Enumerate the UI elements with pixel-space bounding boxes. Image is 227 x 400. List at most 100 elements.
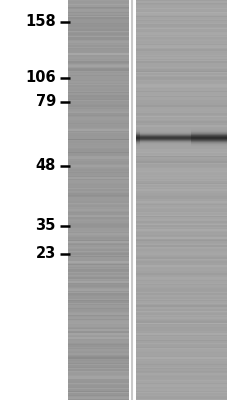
Bar (135, 249, 227, 251)
Bar (135, 287, 227, 288)
Bar (68, 144, 128, 145)
Bar (135, 271, 227, 272)
Bar (135, 325, 227, 327)
Bar (68, 200, 128, 201)
Bar (68, 355, 128, 356)
Bar (135, 177, 227, 179)
Bar (68, 120, 128, 121)
Bar (68, 12, 128, 13)
Bar (68, 49, 128, 51)
Bar (135, 283, 227, 284)
Bar (68, 284, 128, 285)
Bar (135, 352, 227, 353)
Bar (135, 229, 227, 231)
Bar (68, 184, 128, 185)
Bar (135, 204, 227, 205)
Bar (135, 164, 227, 165)
Bar (68, 0, 128, 1)
Bar (68, 100, 128, 101)
Bar (68, 291, 128, 292)
Bar (68, 9, 128, 11)
Bar (68, 116, 128, 117)
Bar (68, 269, 128, 271)
Bar (68, 259, 128, 260)
Bar (68, 179, 128, 180)
Bar (135, 333, 227, 335)
Bar (68, 88, 128, 89)
Bar (135, 13, 227, 15)
Bar (68, 312, 128, 313)
Bar (68, 68, 128, 69)
Bar (135, 73, 227, 75)
Bar (135, 117, 227, 119)
Bar (135, 29, 227, 31)
Bar (68, 380, 128, 381)
Text: 158: 158 (25, 14, 56, 30)
Bar (135, 116, 227, 117)
Bar (135, 261, 227, 263)
Bar (68, 45, 128, 47)
Bar (135, 331, 227, 332)
Bar (68, 363, 128, 364)
Bar (68, 304, 128, 305)
Bar (68, 263, 128, 264)
Bar (135, 129, 227, 131)
Bar (68, 5, 128, 7)
Bar (135, 293, 227, 295)
Bar (68, 309, 128, 311)
Bar (135, 197, 227, 199)
Bar (68, 29, 128, 31)
Bar (68, 147, 128, 148)
Bar (68, 348, 128, 349)
Bar (68, 247, 128, 248)
Bar (135, 119, 227, 120)
Bar (135, 239, 227, 240)
Bar (135, 97, 227, 99)
Bar (135, 312, 227, 313)
Bar (135, 209, 227, 211)
Bar (68, 97, 128, 99)
Bar (68, 359, 128, 360)
Bar (135, 268, 227, 269)
Bar (135, 395, 227, 396)
Bar (135, 83, 227, 84)
Bar (68, 53, 128, 55)
Bar (135, 356, 227, 357)
Bar (135, 252, 227, 253)
Bar (68, 172, 128, 173)
Bar (68, 77, 128, 79)
Bar (68, 209, 128, 211)
Bar (68, 285, 128, 287)
Bar (68, 109, 128, 111)
Bar (68, 357, 128, 359)
Bar (68, 279, 128, 280)
Bar (135, 301, 227, 303)
Bar (68, 115, 128, 116)
Bar (135, 355, 227, 356)
Bar (68, 87, 128, 88)
Bar (68, 23, 128, 24)
Bar (68, 203, 128, 204)
Bar (135, 205, 227, 207)
Bar (68, 161, 128, 163)
Bar (68, 377, 128, 379)
Bar (68, 17, 128, 19)
Bar (135, 236, 227, 237)
Bar (68, 80, 128, 81)
Bar (135, 1, 227, 3)
Bar (135, 147, 227, 148)
Bar (68, 24, 128, 25)
Bar (68, 13, 128, 15)
Bar (135, 125, 227, 127)
Bar (68, 251, 128, 252)
Bar (68, 93, 128, 95)
Bar (68, 57, 128, 59)
Bar (68, 101, 128, 103)
Bar (135, 57, 227, 59)
Bar (135, 155, 227, 156)
Bar (135, 41, 227, 43)
Bar (135, 163, 227, 164)
Bar (68, 143, 128, 144)
Bar (68, 328, 128, 329)
Bar (135, 269, 227, 271)
